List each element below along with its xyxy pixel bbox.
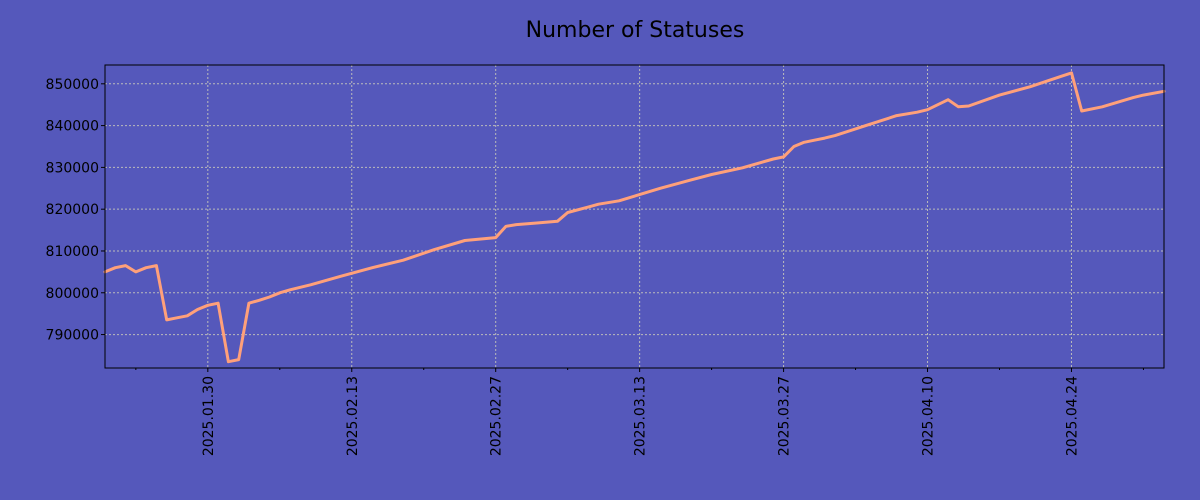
x-tick-label: 2025.01.30 <box>201 376 217 456</box>
chart-title: Number of Statuses <box>526 18 745 43</box>
x-axis: 2025.01.30 2025.02.13 2025.02.27 2025.03.13… <box>135 368 1144 456</box>
y-tick-label: 810000 <box>46 244 99 260</box>
x-tick-label: 2025.03.27 <box>777 376 793 456</box>
x-tick-label: 2025.02.27 <box>489 376 505 456</box>
y-tick-label: 840000 <box>46 119 99 135</box>
y-axis: 790000 800000 810000 820000 830000 840000 8500… <box>46 77 105 344</box>
y-tick-label: 820000 <box>46 202 99 218</box>
y-tick-label: 850000 <box>46 77 99 93</box>
series-layer <box>103 71 1166 364</box>
y-tick-label: 830000 <box>46 160 99 176</box>
y-tick-label: 800000 <box>46 286 99 302</box>
grid-lines <box>105 65 1164 368</box>
x-tick-label: 2025.02.13 <box>345 376 361 456</box>
x-tick-label: 2025.04.10 <box>921 376 937 456</box>
x-tick-label: 2025.04.24 <box>1064 376 1080 456</box>
y-tick-label: 790000 <box>46 328 99 344</box>
x-tick-label: 2025.03.13 <box>633 376 649 456</box>
plot-frame <box>104 64 1165 369</box>
series-line <box>103 71 1166 364</box>
